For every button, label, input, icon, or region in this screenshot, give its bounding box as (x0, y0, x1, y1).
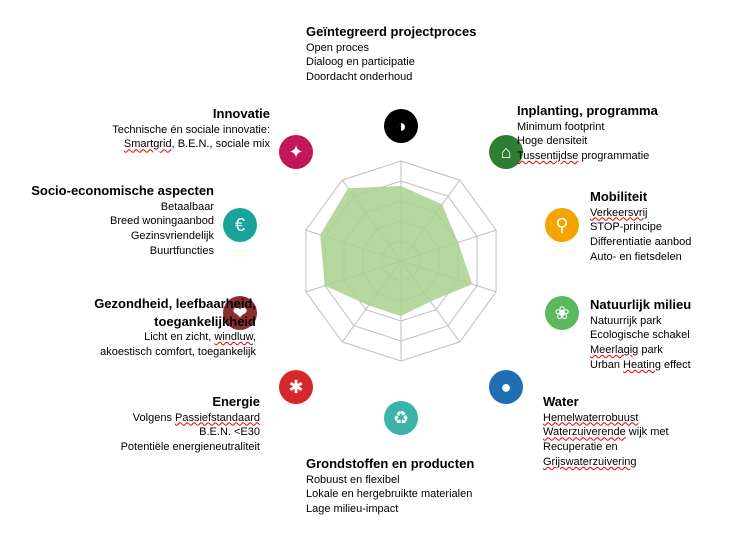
category-mobility-title: Mobiliteit (590, 188, 745, 206)
category-socio: Socio-economische aspectenBetaalbaarBree… (24, 182, 214, 259)
category-innovation-line: Technische én sociale innovatie: (80, 123, 270, 138)
radar-chart (291, 151, 511, 371)
category-water-title: Water (543, 393, 743, 411)
category-innovation: InnovatieTechnische én sociale innovatie… (80, 105, 270, 152)
category-energy-title: Energie (70, 393, 260, 411)
socio-icon: € (223, 208, 257, 242)
category-location-line: Tussentijdse programmatie (517, 149, 747, 164)
category-health: Gezondheid, leefbaarheid, toegankelijkhe… (40, 295, 256, 360)
category-mobility-line: Differentiatie aanbod (590, 235, 745, 250)
category-location-line: Hoge densiteit (517, 134, 747, 149)
mobility-icon: ⚲ (545, 208, 579, 242)
category-water-line: Grijswaterzuivering (543, 455, 743, 470)
category-socio-title: Socio-economische aspecten (24, 182, 214, 200)
category-nature-title: Natuurlijk milieu (590, 296, 745, 314)
category-materials-line: Lokale en hergebruikte materialen (306, 487, 566, 502)
category-materials: Grondstoffen en productenRobuust en flex… (306, 455, 566, 517)
category-health-title: Gezondheid, leefbaarheid, toegankelijkhe… (40, 295, 256, 330)
category-energy: EnergieVolgens PassiefstandaardB.E.N. <E… (70, 393, 260, 455)
water-icon: ● (489, 370, 523, 404)
category-water: WaterHemelwaterrobuustWaterzuiverende wi… (543, 393, 743, 470)
category-nature: Natuurlijk milieuNatuurrijk parkEcologis… (590, 296, 745, 373)
category-mobility: MobiliteitVerkeersvrijSTOP-principeDiffe… (590, 188, 745, 265)
category-socio-line: Gezinsvriendelijk (24, 229, 214, 244)
category-location: Inplanting, programmaMinimum footprintHo… (517, 102, 747, 164)
category-nature-line: Ecologische schakel (590, 328, 745, 343)
category-process-line: Doordacht onderhoud (306, 70, 566, 85)
category-nature-line: Urban Heating effect (590, 358, 745, 373)
category-socio-line: Breed woningaanbod (24, 214, 214, 229)
category-mobility-line: Verkeersvrij (590, 206, 745, 221)
category-location-title: Inplanting, programma (517, 102, 747, 120)
category-mobility-line: Auto- en fietsdelen (590, 250, 745, 265)
radar-svg (291, 151, 511, 371)
category-water-line: Recuperatie en (543, 440, 743, 455)
nature-icon: ❀ (545, 296, 579, 330)
category-health-line: Licht en zicht, windluw, (40, 330, 256, 345)
category-energy-line: Volgens Passiefstandaard (70, 411, 260, 426)
category-materials-line: Robuust en flexibel (306, 473, 566, 488)
category-water-line: Hemelwaterrobuust (543, 411, 743, 426)
category-location-line: Minimum footprint (517, 120, 747, 135)
category-process-line: Dialoog en participatie (306, 55, 566, 70)
category-nature-line: Natuurrijk park (590, 314, 745, 329)
category-energy-line: Potentiële energieneutraliteit (70, 440, 260, 455)
category-process: Geïntegreerd projectprocesOpen procesDia… (306, 23, 566, 85)
energy-icon: ✱ (279, 370, 313, 404)
category-mobility-line: STOP-principe (590, 220, 745, 235)
category-process-title: Geïntegreerd projectproces (306, 23, 566, 41)
process-icon: ◑ (384, 109, 418, 143)
category-socio-line: Betaalbaar (24, 200, 214, 215)
category-socio-line: Buurtfuncties (24, 244, 214, 259)
category-innovation-line: Smartgrid, B.E.N., sociale mix (80, 137, 270, 152)
innovation-icon: ✦ (279, 135, 313, 169)
category-materials-line: Lage milieu-impact (306, 502, 566, 517)
category-energy-line: B.E.N. <E30 (70, 425, 260, 440)
materials-icon: ♻ (384, 401, 418, 435)
category-innovation-title: Innovatie (80, 105, 270, 123)
category-health-line: akoestisch comfort, toegankelijk (40, 345, 256, 360)
category-water-line: Waterzuiverende wijk met (543, 425, 743, 440)
category-nature-line: Meerlagig park (590, 343, 745, 358)
category-process-line: Open proces (306, 41, 566, 56)
category-materials-title: Grondstoffen en producten (306, 455, 566, 473)
